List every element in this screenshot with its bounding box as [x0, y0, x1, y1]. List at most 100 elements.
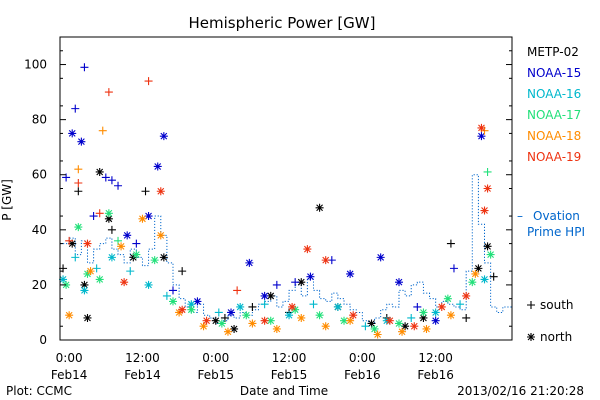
data-point-noaa-17: [443, 294, 452, 303]
data-point-noaa-17: [150, 256, 159, 265]
x-tick-label: 0:00: [56, 351, 83, 365]
data-point-noaa-17: [340, 316, 349, 325]
data-point-noaa-16: [162, 291, 171, 300]
data-point-noaa-15: [77, 137, 86, 146]
data-point-noaa-17: [266, 316, 275, 325]
data-point-metp-02: [141, 187, 150, 196]
chart-title: Hemispheric Power [GW]: [189, 14, 376, 32]
x-tick-label: Feb16: [417, 368, 454, 382]
data-point-noaa-16: [92, 264, 101, 273]
data-point-noaa-15: [449, 264, 458, 273]
data-point-metp-02: [266, 291, 275, 300]
data-point-noaa-17: [468, 278, 477, 287]
data-point-noaa-18: [86, 267, 95, 276]
series-noaa-18: [65, 126, 489, 339]
data-point-noaa-18: [446, 311, 455, 320]
legend-marker-south: [527, 301, 535, 309]
data-point-noaa-15: [306, 272, 315, 281]
data-point-noaa-17: [486, 250, 495, 259]
data-point-metp-02: [68, 239, 77, 248]
data-point-noaa-15: [89, 212, 98, 221]
data-point-noaa-19: [385, 316, 394, 325]
x-axis-label: Date and Time: [240, 384, 328, 398]
data-point-noaa-19: [410, 322, 419, 331]
x-tick-label: 0:00: [349, 351, 376, 365]
data-point-noaa-17: [217, 319, 226, 328]
series-metp-02: [59, 167, 498, 333]
y-axis-label: P [GW]: [0, 179, 14, 221]
data-point-noaa-15: [291, 278, 300, 287]
legend-entry: NOAA-19: [527, 150, 581, 164]
data-point-metp-02: [462, 313, 471, 322]
data-point-noaa-16: [126, 267, 135, 276]
data-point-noaa-19: [477, 123, 486, 132]
legend-entry: NOAA-15: [527, 66, 581, 80]
data-point-noaa-18: [117, 242, 126, 251]
y-tick-label: 20: [32, 278, 47, 292]
x-tick-label: 12:00: [125, 351, 160, 365]
data-point-noaa-15: [169, 286, 177, 295]
y-tick-label: 0: [39, 333, 47, 347]
x-tick-label: Feb15: [197, 368, 234, 382]
data-point-noaa-16: [285, 311, 294, 320]
data-point-noaa-19: [120, 278, 129, 287]
data-point-noaa-18: [272, 324, 281, 333]
data-point-metp-02: [489, 272, 498, 281]
legend-entry: NOAA-18: [527, 129, 581, 143]
data-point-noaa-15: [80, 63, 89, 72]
data-point-noaa-15: [260, 291, 269, 300]
legend-marker-label: south: [540, 298, 574, 312]
data-point-noaa-19: [480, 206, 489, 215]
x-tick-label: 12:00: [272, 351, 307, 365]
legend-ovation-label: Ovation: [533, 209, 580, 223]
data-point-noaa-16: [309, 300, 318, 309]
data-point-noaa-19: [95, 209, 104, 218]
data-point-noaa-15: [245, 258, 254, 267]
data-point-noaa-15: [193, 297, 202, 306]
plot-timestamp: 2013/02/16 21:20:28: [457, 384, 584, 398]
data-point-noaa-18: [74, 165, 83, 174]
y-axis: 0 20 40 60 80 100: [24, 50, 512, 347]
data-point-noaa-17: [315, 311, 324, 320]
y-tick-label: 60: [32, 168, 47, 182]
data-point-noaa-17: [242, 311, 251, 320]
data-point-metp-02: [474, 264, 483, 273]
x-tick-label: 0:00: [202, 351, 229, 365]
data-point-noaa-17: [74, 223, 83, 232]
data-point-noaa-19: [288, 302, 297, 311]
data-point-noaa-16: [107, 253, 116, 262]
plot-source-label: Plot: CCMC: [6, 384, 72, 398]
data-point-noaa-18: [65, 311, 74, 320]
data-point-noaa-17: [483, 167, 492, 176]
data-point-noaa-18: [297, 313, 306, 322]
x-tick-label: 12:00: [418, 351, 453, 365]
data-point-metp-02: [483, 242, 492, 251]
data-point-noaa-19: [178, 305, 187, 314]
data-point-noaa-18: [398, 327, 407, 336]
legend: METP-02 NOAA-15 NOAA-16 NOAA-17 NOAA-18 NOAA-…: [517, 45, 585, 344]
data-point-noaa-15: [431, 316, 440, 325]
data-point-noaa-19: [483, 184, 492, 193]
data-point-metp-02: [178, 267, 187, 276]
data-point-noaa-18: [138, 214, 147, 223]
data-point-noaa-16: [71, 253, 80, 262]
data-point-metp-02: [401, 322, 410, 331]
data-point-noaa-16: [80, 286, 89, 295]
data-point-metp-02: [104, 214, 113, 223]
data-point-noaa-15: [153, 162, 162, 171]
data-point-noaa-19: [462, 291, 471, 300]
ovation-hpi-line: [60, 174, 512, 324]
data-point-noaa-18: [373, 330, 382, 339]
data-point-noaa-18: [223, 327, 232, 336]
data-point-noaa-19: [202, 316, 211, 325]
data-point-noaa-15: [123, 231, 132, 240]
x-tick-label: Feb14: [124, 368, 161, 382]
data-point-noaa-18: [156, 231, 165, 240]
data-point-noaa-16: [214, 308, 223, 317]
data-point-noaa-18: [346, 316, 355, 325]
data-point-noaa-15: [376, 253, 385, 262]
data-point-noaa-19: [144, 77, 153, 86]
data-point-noaa-18: [422, 324, 431, 333]
data-point-metp-02: [230, 324, 239, 333]
series-noaa-15: [62, 63, 486, 325]
